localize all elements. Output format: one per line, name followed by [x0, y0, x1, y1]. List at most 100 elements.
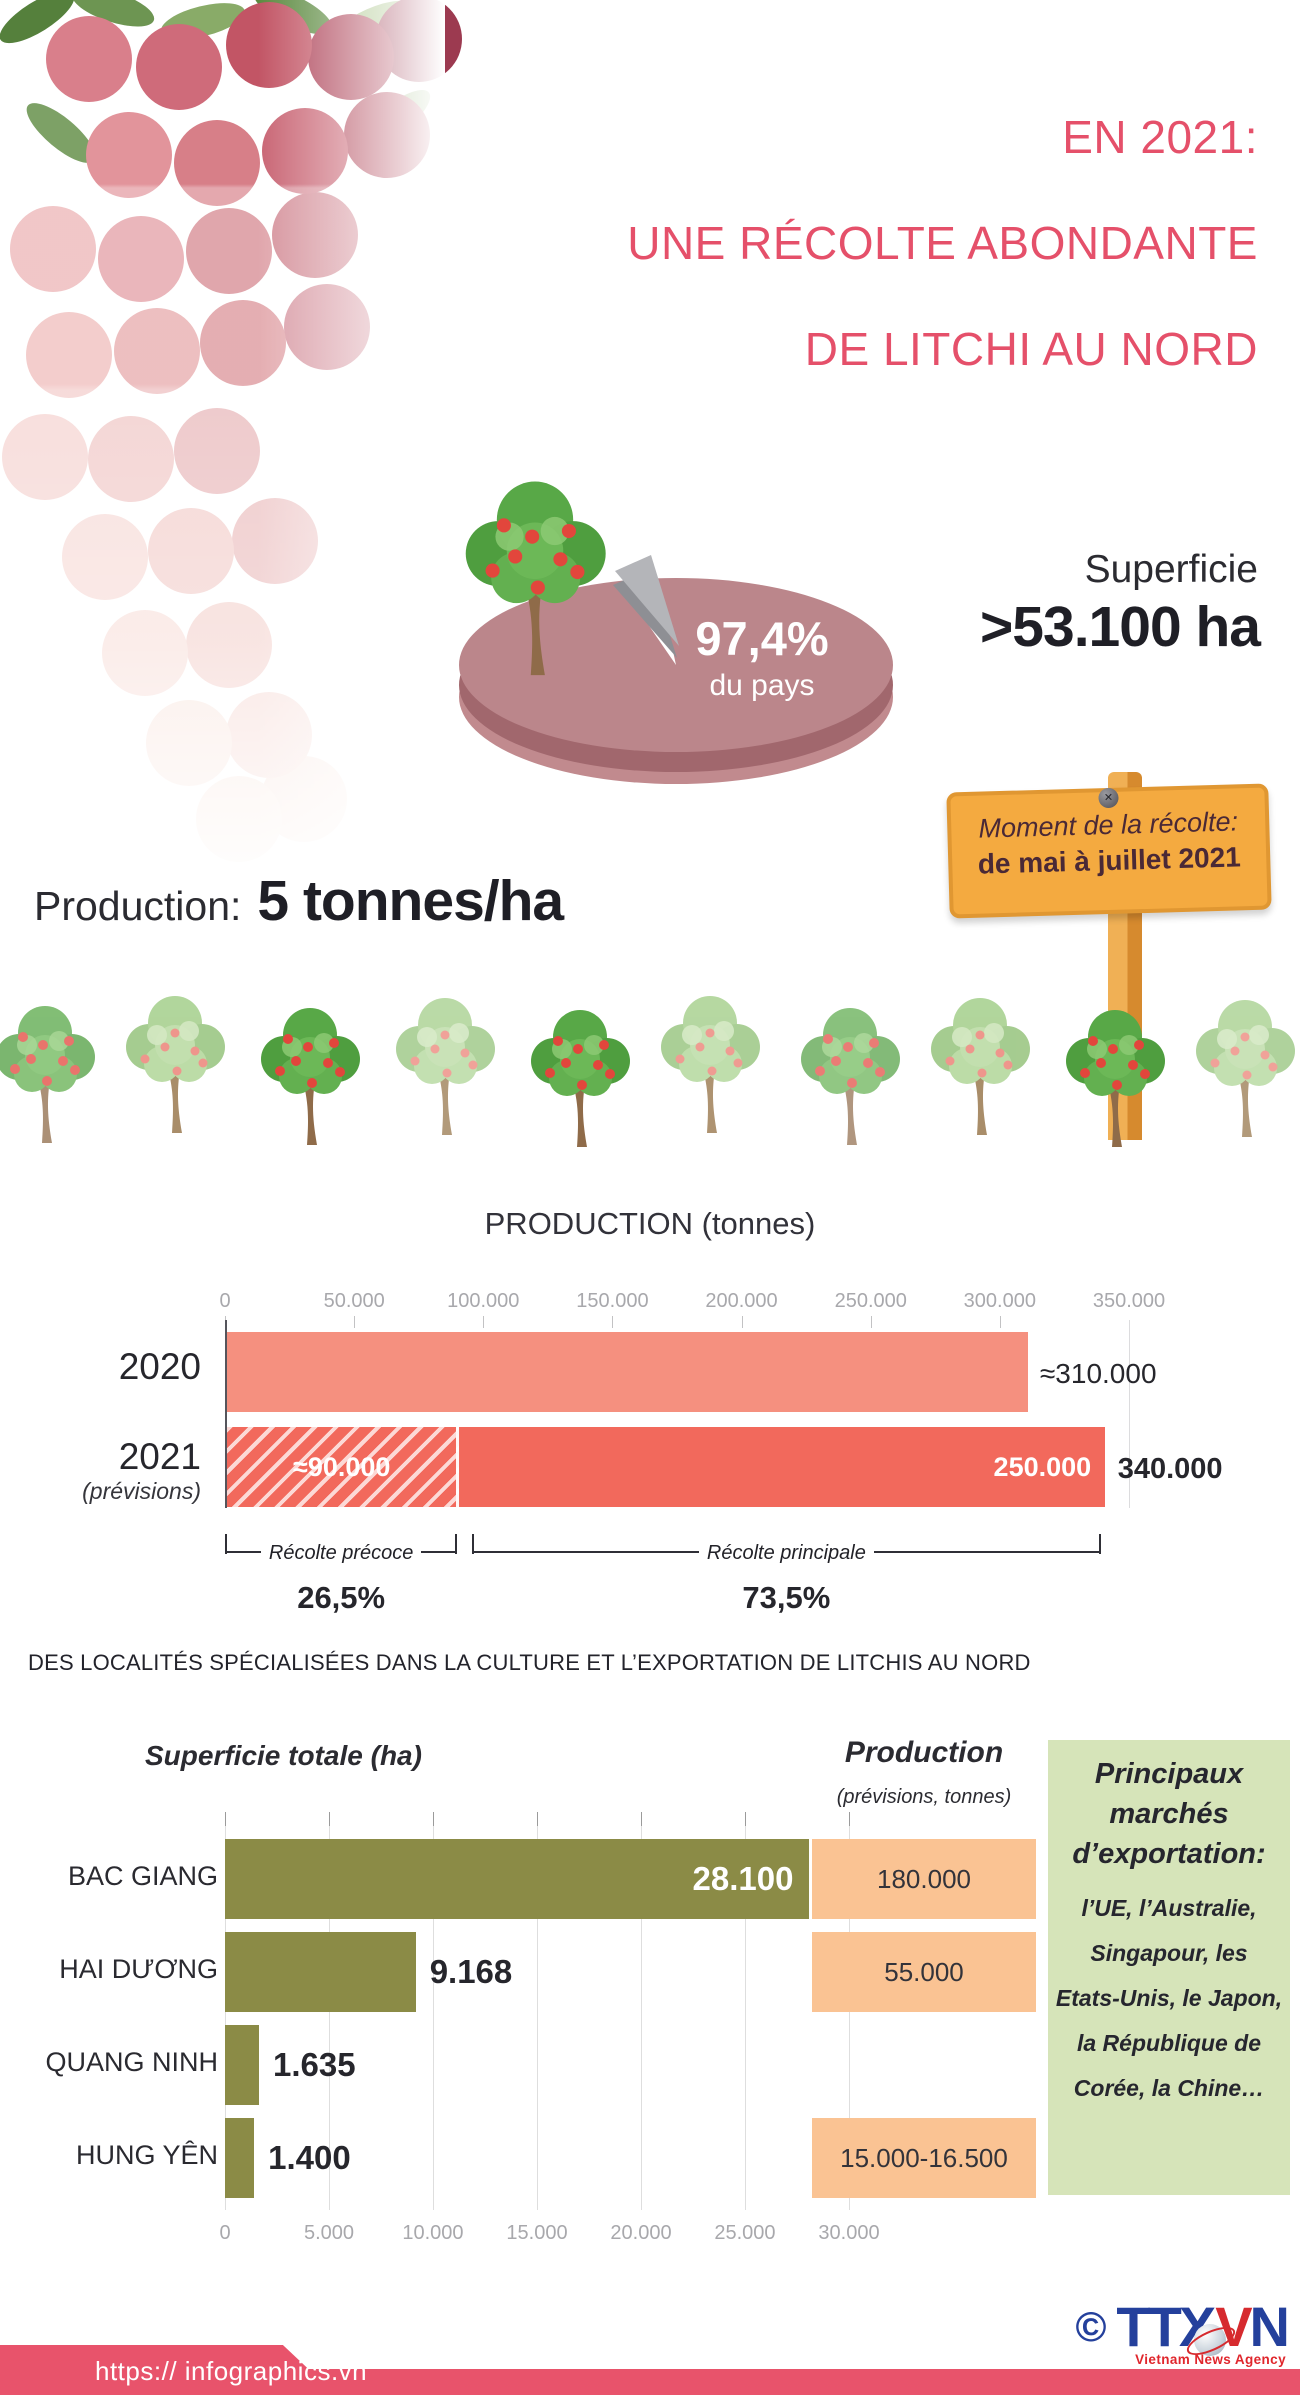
x-tick: 5.000: [303, 2222, 355, 2244]
superficie-label: Superficie: [1084, 548, 1258, 591]
pie-percent-label: 97,4%: [695, 612, 828, 665]
bar-value: 28.100: [692, 1860, 794, 1897]
production-column-title: Production: [844, 1736, 1004, 1769]
production-box-hung-yen: 15.000-16.500: [812, 2118, 1036, 2198]
row-quang-ninh: 1.635: [225, 2025, 849, 2105]
area-column-title: Superficie totale (ha): [145, 1740, 422, 1771]
area-pie-chart: 97,4% du pays: [459, 555, 893, 784]
production-box-bac-giang: 180.000: [812, 1839, 1036, 1919]
markets-title-line: marchés: [1109, 1798, 1229, 1830]
gridline: [641, 1812, 643, 2210]
locality-label: HUNG YÊN: [75, 2140, 218, 2170]
tick-mark: [999, 1316, 1001, 1328]
sign-board: ✕ Moment de la récolte: de mai à juillet…: [946, 783, 1272, 919]
gridline: [432, 1812, 434, 2210]
locality-label: QUANG NINH: [45, 2047, 218, 2077]
top-tick: [225, 1812, 226, 1826]
x-tick: 25.000: [714, 2222, 776, 2244]
tick-mark: [612, 1316, 614, 1328]
market-item: la République de: [1076, 2030, 1262, 2056]
top-tick: [744, 1812, 746, 1826]
bracket-cap: [225, 1534, 227, 1554]
title-line-3: DE LITCHI AU NORD: [804, 323, 1258, 375]
copyright-icon: ©: [1075, 2303, 1107, 2350]
gridline: [537, 1812, 538, 2210]
row-hai-duong: 9.168: [225, 1932, 849, 2012]
x-tick: 0: [219, 2222, 231, 2244]
tick-mark: [870, 1316, 872, 1328]
x-tick: 350.000: [1092, 1290, 1166, 1312]
pie-sub-label: du pays: [709, 669, 814, 702]
market-item: Etats-Unis, le Japon,: [1055, 1985, 1283, 2011]
bracket-early: Récolte précoce: [225, 1534, 458, 1564]
bar-2021-main-segment: 250.000: [459, 1427, 1106, 1507]
bracket-line: [227, 1551, 261, 1553]
bar-2021-early-segment: ≈90.000: [227, 1427, 460, 1507]
bar-2021: ≈90.000 250.000: [227, 1427, 1131, 1507]
footer-url-link[interactable]: https:// infographics.vn: [95, 2356, 368, 2386]
top-tick: [849, 1812, 850, 1826]
row-label-2021: 2021: [118, 1436, 201, 1477]
x-tick: 100.000: [447, 1290, 520, 1312]
logo-row: © TTX V N: [1075, 2296, 1290, 2358]
bar-bac-giang: 28.100: [225, 1839, 810, 1919]
x-tick: 30.000: [818, 2222, 880, 2244]
row-hung-yen: 1.400: [225, 2118, 849, 2198]
bar-value: 1.400: [268, 2139, 351, 2176]
bracket-early-label: Récolte précoce: [268, 1542, 414, 1564]
pie-slice-side: [613, 569, 677, 658]
tick-mark: [354, 1316, 356, 1328]
bar-2020: [227, 1332, 1028, 1412]
top-tick: [537, 1812, 538, 1826]
bar-value: 1.635: [273, 2046, 356, 2083]
market-item: Singapour, les: [1090, 1940, 1248, 1966]
bar-quang-ninh: [225, 2025, 259, 2105]
row-label-2020: 2020: [118, 1346, 201, 1387]
sign-line-2: de mai à juillet 2021: [977, 841, 1242, 880]
value-2020: ≈310.000: [1039, 1358, 1157, 1389]
lychee-tree-icon: [465, 481, 606, 676]
bracket-cap: [1098, 1534, 1101, 1554]
pie-slice-pulled: [615, 555, 679, 646]
markets-title-line: Principaux: [1094, 1758, 1244, 1790]
screw-icon: ✕: [1098, 787, 1119, 809]
early-value: ≈90.000: [293, 1451, 391, 1482]
bar-hung-yen: [225, 2118, 255, 2198]
production-chart-title: PRODUCTION (tonnes): [484, 1206, 816, 1241]
x-tick: 0: [219, 1290, 231, 1312]
x-tick: 10.000: [402, 2222, 464, 2244]
bracket-cap: [471, 1534, 474, 1554]
main-value: 250.000: [993, 1451, 1092, 1482]
lychee-photo: [0, 0, 445, 900]
superficie-value: >53.100 ha: [980, 595, 1261, 659]
bracket-line: [873, 1551, 1099, 1553]
export-markets-panel: Principaux marchés d’exportation: l’UE, …: [1048, 1740, 1290, 2195]
locality-label: HAI DƯƠNG: [59, 1954, 218, 1984]
early-percent: 26,5%: [297, 1580, 386, 1615]
ttxvn-logo: © TTX V N Vietnam News Agency: [1075, 2296, 1290, 2368]
gridline: [744, 1812, 746, 2210]
photo-fade-overlay: [0, 0, 445, 900]
orchard-row: [0, 996, 1295, 1147]
y-axis-line: [225, 1320, 227, 1508]
bracket-main: Récolte principale: [471, 1534, 1101, 1564]
value-2021: 340.000: [1117, 1453, 1223, 1485]
production-column-subtitle: (prévisions, tonnes): [836, 1786, 1012, 1808]
bracket-line: [473, 1551, 699, 1553]
title-line-2: UNE RÉCOLTE ABONDANTE: [627, 217, 1258, 269]
top-tick: [329, 1812, 331, 1826]
bar-hai-duong: [225, 1932, 416, 2012]
gridline-350k: [1129, 1320, 1130, 1508]
markets-list: l’UE, l’Australie, Singapour, les Etats-…: [1048, 1886, 1290, 2111]
bracket-main-label: Récolte principale: [706, 1542, 866, 1564]
localities-heading: DES LOCALITÉS SPÉCIALISÉES DANS LA CULTU…: [28, 1650, 1031, 1675]
localities-bar-chart: 28.100 9.168 1.635 1.400 0 5.000 10.000 …: [219, 1812, 880, 2244]
title-line-1: EN 2021:: [1062, 111, 1258, 163]
markets-title: Principaux marchés d’exportation:: [1048, 1754, 1290, 1874]
locality-label: BAC GIANG: [67, 1861, 218, 1891]
bracket-line: [421, 1551, 456, 1553]
x-tick: 15.000: [506, 2222, 568, 2244]
bracket-cap: [455, 1534, 458, 1554]
logo-subtitle: Vietnam News Agency: [1135, 2352, 1286, 2367]
x-tick: 300.000: [963, 1290, 1036, 1312]
